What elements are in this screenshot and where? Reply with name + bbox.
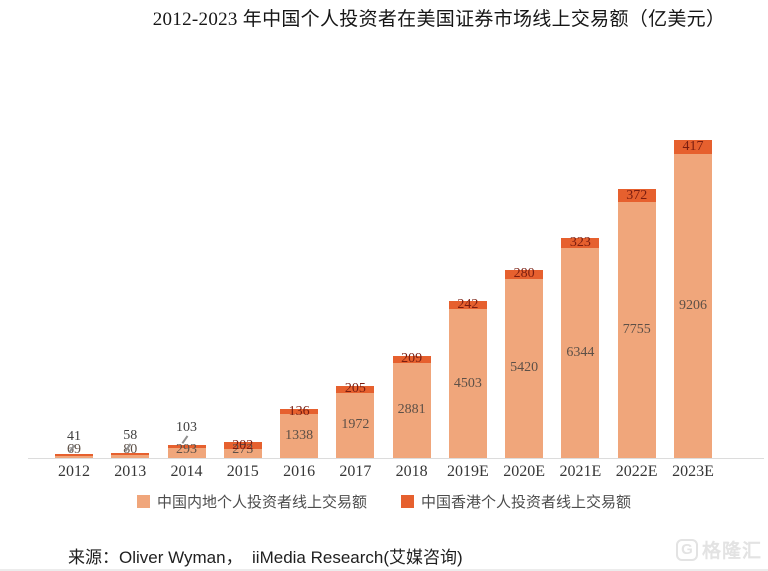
hongkong-value-label: 242 [457,297,479,313]
mainland-value-label: 293 [176,442,198,457]
legend-swatch [401,495,414,508]
mainland-bar-segment [448,309,487,458]
hongkong-bar-segment [561,237,600,249]
mainland-bar-segment [505,278,544,458]
mainland-bar-segment [280,413,319,458]
hongkong-value-label: 103 [176,419,198,435]
x-tick-2020E: 2020E [503,463,546,480]
legend: 中国内地个人投资者线上交易额 中国香港个人投资者线上交易额 [0,491,768,512]
hongkong-value-label: 280 [513,266,535,282]
legend-swatch [136,495,150,508]
legend-item-hongkong: 中国香港个人投资者线上交易额 [401,491,631,512]
mainland-value-label: 1338 [285,427,314,443]
hongkong-value-label: 41 [67,429,81,445]
hongkong-bar-segment [336,386,375,393]
mainland-value-label: 9206 [678,297,707,313]
x-axis-line [28,458,764,459]
x-tick-2016: 2016 [283,463,316,480]
mainland-bar-segment [673,153,712,458]
source-text: 来源：Oliver Wyman， iiMedia Research(艾媒咨询) [68,548,463,567]
hongkong-value-label: 372 [626,187,648,203]
hongkong-bar-segment [448,301,487,310]
gelonghui-logo-icon: G [675,538,698,561]
mainland-bar-segment [167,448,206,458]
x-tick-2021E: 2021E [559,463,602,480]
hongkong-value-label: 136 [288,403,310,419]
chart-title: 2012-2023 年中国个人投资者在美国证券市场线上交易额（亿美元） [152,9,726,30]
mainland-value-label: 7755 [622,321,651,337]
hongkong-bar-segment [392,355,431,363]
mainland-value-label: 4503 [453,375,482,391]
mainland-bar-segment [392,362,431,458]
hongkong-bar-segment [167,444,206,449]
hongkong-value-label: 205 [344,381,366,397]
hongkong-bar-segment [223,442,262,449]
mainland-bar-segment [223,448,262,458]
hongkong-bar-segment [280,409,319,414]
x-tick-2014: 2014 [170,463,203,480]
mainland-value-label: 2881 [397,402,426,418]
x-tick-2012: 2012 [58,463,90,480]
watermark-text: 格隆汇 [701,541,762,562]
mainland-bar-segment [617,201,656,458]
legend-item-mainland: 中国内地个人投资者线上交易额 [136,491,367,512]
x-tick-2023E: 2023E [672,463,714,480]
hongkong-value-label: 202 [232,437,254,453]
hongkong-bar-segment [673,140,712,154]
x-tick-2013: 2013 [114,463,147,480]
mainland-value-label: 69 [67,442,81,457]
legend-label: 中国内地个人投资者线上交易额 [156,494,367,511]
mainland-value-label: 1972 [341,417,370,433]
hongkong-value-label: 323 [569,235,591,251]
mainland-bar-segment [561,248,600,458]
x-tick-2018: 2018 [395,463,428,480]
hongkong-bar-segment [617,189,656,202]
hongkong-bar-segment [111,453,150,456]
x-tick-2017: 2017 [339,463,372,480]
mainland-value-label: 273 [232,442,254,457]
mainland-bar-segment [111,455,150,458]
mainland-value-label: 5420 [510,360,539,376]
hongkong-bar-segment [55,454,93,456]
x-tick-2022E: 2022E [615,463,658,480]
mainland-bar-segment [336,392,375,458]
legend-label: 中国香港个人投资者线上交易额 [421,494,632,511]
x-tick-2015: 2015 [226,463,259,480]
x-tick-2019E: 2019E [446,463,489,480]
mainland-bar-segment [55,455,93,458]
mainland-value-label: 6344 [566,345,595,361]
hongkong-value-label: 417 [682,138,704,154]
hongkong-value-label: 209 [401,351,423,367]
hongkong-bar-segment [505,269,544,279]
watermark: G 格隆汇 [675,536,762,563]
hongkong-value-label: 58 [123,428,138,444]
